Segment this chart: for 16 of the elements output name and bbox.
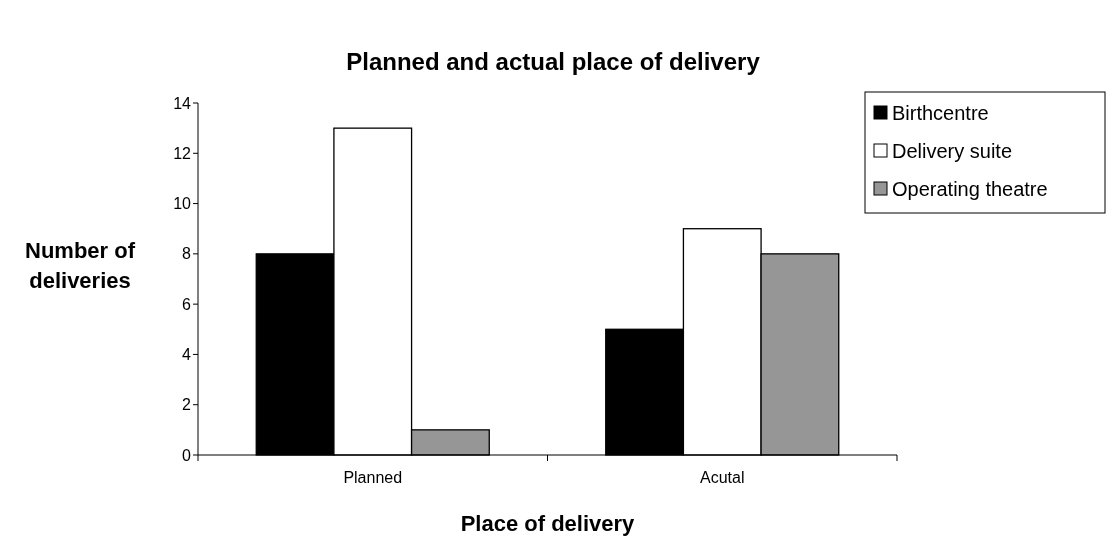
x-tick-label: Acutal <box>700 469 745 486</box>
y-tick-label: 8 <box>182 245 192 263</box>
chart-title: Planned and actual place of delivery <box>346 48 761 75</box>
y-tick-label: 0 <box>182 446 192 464</box>
legend-label: Operating theatre <box>892 178 1048 200</box>
legend-label: Birthcentre <box>892 102 989 124</box>
y-axis-title: Number of deliveries <box>25 238 136 293</box>
y-tick-label: 6 <box>182 295 192 313</box>
y-tick-label: 14 <box>173 94 192 112</box>
y-tick-label: 2 <box>182 396 192 414</box>
x-axis-title: Place of delivery <box>460 511 636 536</box>
y-tick-label: 10 <box>173 195 192 213</box>
y-tick-label: 12 <box>173 144 192 162</box>
y-tick-label: 4 <box>182 346 192 364</box>
x-tick-label: Planned <box>343 469 403 486</box>
legend-label: Delivery suite <box>892 140 1013 162</box>
